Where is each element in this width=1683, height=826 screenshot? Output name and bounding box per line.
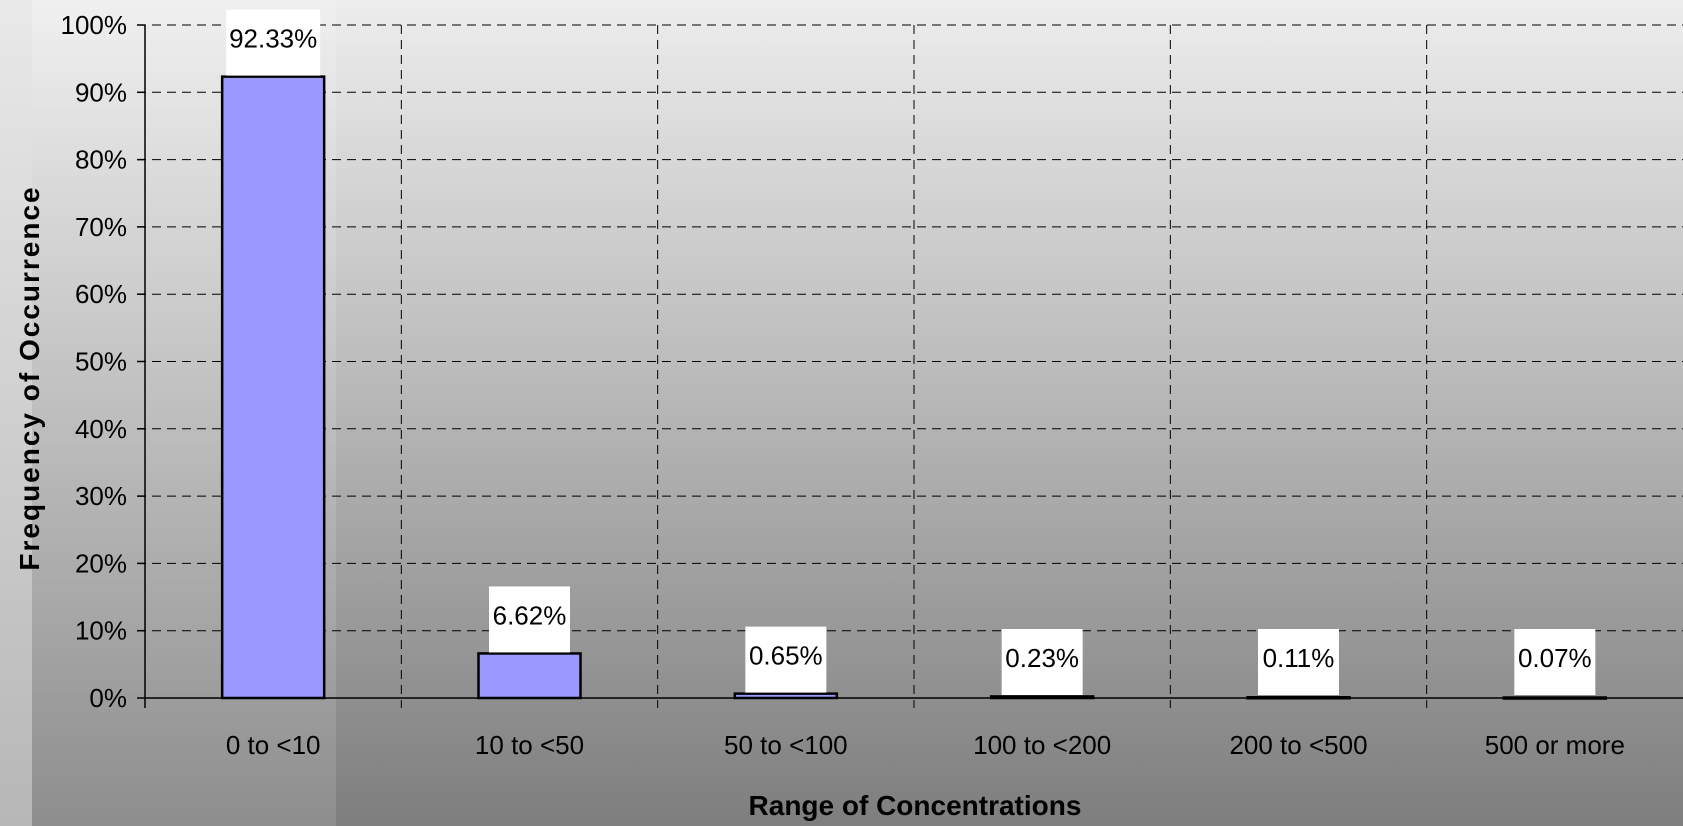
y-tick-label: 70% [75,212,127,242]
bar [1502,696,1608,700]
x-tick-label: 0 to <10 [226,730,321,760]
y-tick-label: 10% [75,616,127,646]
x-tick-label: 100 to <200 [973,730,1111,760]
bars [220,75,1608,700]
bar [733,692,839,700]
data-label-box [489,586,570,653]
data-label-box [1514,629,1596,695]
bar [1246,696,1351,700]
bar [477,652,582,700]
data-label: 0.23% [1005,643,1079,673]
data-labels: 92.33% 6.62% 0.65% 0.23% 0.11% 0.07% [226,9,1596,695]
data-label: 0.65% [749,641,823,671]
y-tick-label: 30% [75,481,127,511]
x-tick-label: 500 or more [1485,730,1625,760]
x-tick-label: 10 to <50 [475,730,584,760]
data-label: 92.33% [229,24,317,54]
y-tick-label: 50% [75,347,127,377]
data-label-box [745,626,827,693]
axes [137,24,1683,708]
data-label-box [226,9,321,76]
y-tick-label: 60% [75,279,127,309]
bar [989,695,1095,700]
data-label-box [1001,629,1083,695]
y-axis-title: Frequency of Occurrence [14,185,45,570]
y-tick-label: 90% [75,77,127,107]
y-tick-label: 0% [89,683,127,713]
y-tick-label: 80% [75,145,127,175]
chart-left-panel [0,0,32,826]
y-tick-label: 100% [61,10,128,40]
x-tick-label: 200 to <500 [1229,730,1367,760]
grid [137,24,1683,708]
y-tick-label: 20% [75,548,127,578]
y-tick-label: 40% [75,414,127,444]
x-tick-label: 50 to <100 [724,730,848,760]
data-label: 6.62% [493,600,567,630]
data-label: 0.11% [1263,643,1335,673]
data-label-box [1258,629,1339,695]
tick-labels: 0% 10% 20% 30% 40% 50% 60% 70% 80% 90% 100% 0 to <1… [61,10,1625,760]
bar [220,75,326,700]
data-label: 0.07% [1518,643,1592,673]
x-axis-title: Range of Concentrations [749,790,1082,821]
